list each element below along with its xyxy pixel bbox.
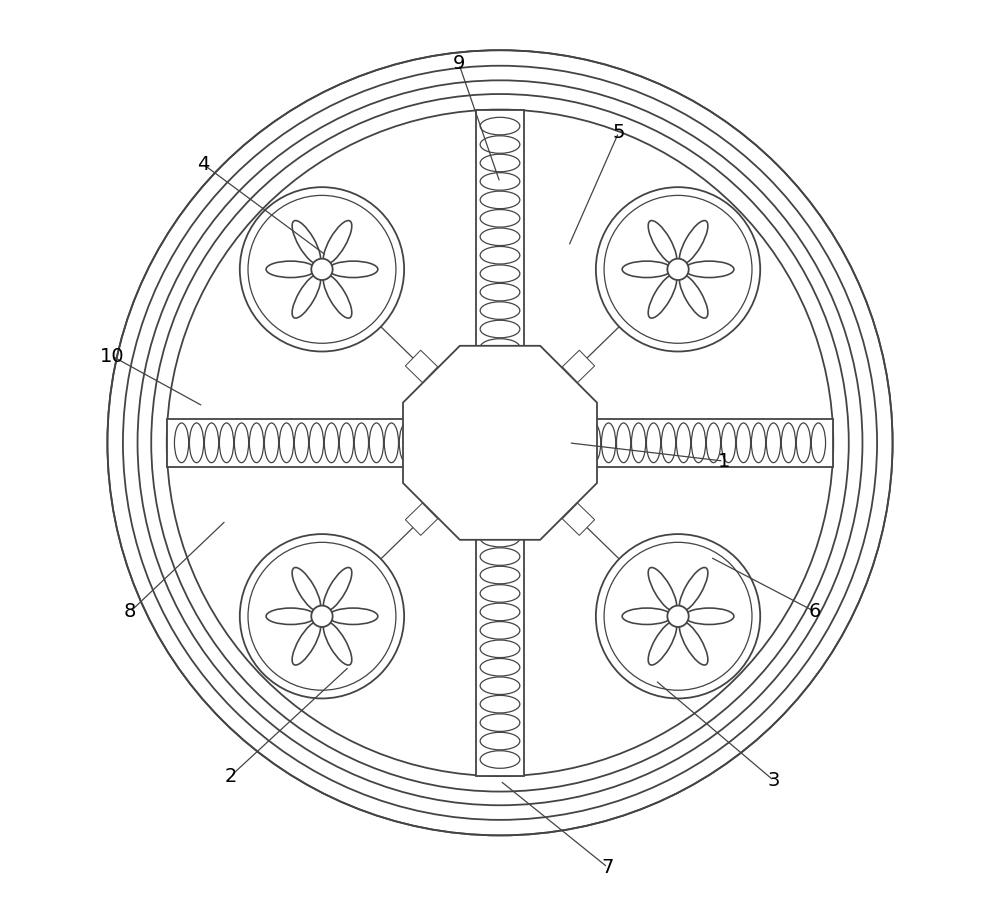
- Text: 1: 1: [717, 452, 730, 470]
- Circle shape: [596, 187, 760, 352]
- Text: 8: 8: [124, 603, 136, 621]
- Ellipse shape: [648, 275, 677, 318]
- Ellipse shape: [323, 622, 352, 665]
- Polygon shape: [562, 503, 595, 535]
- Circle shape: [667, 605, 689, 627]
- Ellipse shape: [648, 622, 677, 665]
- Ellipse shape: [648, 221, 677, 264]
- Ellipse shape: [679, 622, 708, 665]
- Ellipse shape: [292, 275, 321, 318]
- Text: 7: 7: [602, 858, 614, 876]
- Text: 2: 2: [224, 767, 237, 785]
- Polygon shape: [405, 503, 438, 535]
- Circle shape: [107, 50, 893, 835]
- Ellipse shape: [685, 608, 734, 624]
- Polygon shape: [403, 346, 597, 540]
- Ellipse shape: [622, 608, 671, 624]
- Text: 10: 10: [100, 347, 124, 365]
- Text: 3: 3: [768, 771, 780, 790]
- Text: 4: 4: [197, 155, 209, 173]
- Bar: [167, 419, 833, 467]
- Ellipse shape: [679, 221, 708, 264]
- Text: 5: 5: [612, 123, 625, 142]
- Ellipse shape: [323, 221, 352, 264]
- Circle shape: [311, 605, 333, 627]
- Circle shape: [596, 534, 760, 698]
- Ellipse shape: [323, 275, 352, 318]
- Polygon shape: [562, 351, 595, 383]
- Ellipse shape: [292, 221, 321, 264]
- Polygon shape: [405, 351, 438, 383]
- Ellipse shape: [329, 608, 378, 624]
- Text: 9: 9: [453, 55, 465, 73]
- Ellipse shape: [679, 275, 708, 318]
- Ellipse shape: [622, 261, 671, 278]
- Ellipse shape: [679, 568, 708, 611]
- Bar: [476, 110, 524, 776]
- Circle shape: [240, 534, 404, 698]
- Circle shape: [667, 258, 689, 280]
- Text: 6: 6: [809, 603, 821, 621]
- Ellipse shape: [266, 608, 315, 624]
- Ellipse shape: [292, 622, 321, 665]
- Ellipse shape: [685, 261, 734, 278]
- Ellipse shape: [266, 261, 315, 278]
- Ellipse shape: [323, 568, 352, 611]
- Ellipse shape: [292, 568, 321, 611]
- Ellipse shape: [329, 261, 378, 278]
- Circle shape: [167, 110, 833, 776]
- Ellipse shape: [648, 568, 677, 611]
- Circle shape: [311, 258, 333, 280]
- Circle shape: [240, 187, 404, 352]
